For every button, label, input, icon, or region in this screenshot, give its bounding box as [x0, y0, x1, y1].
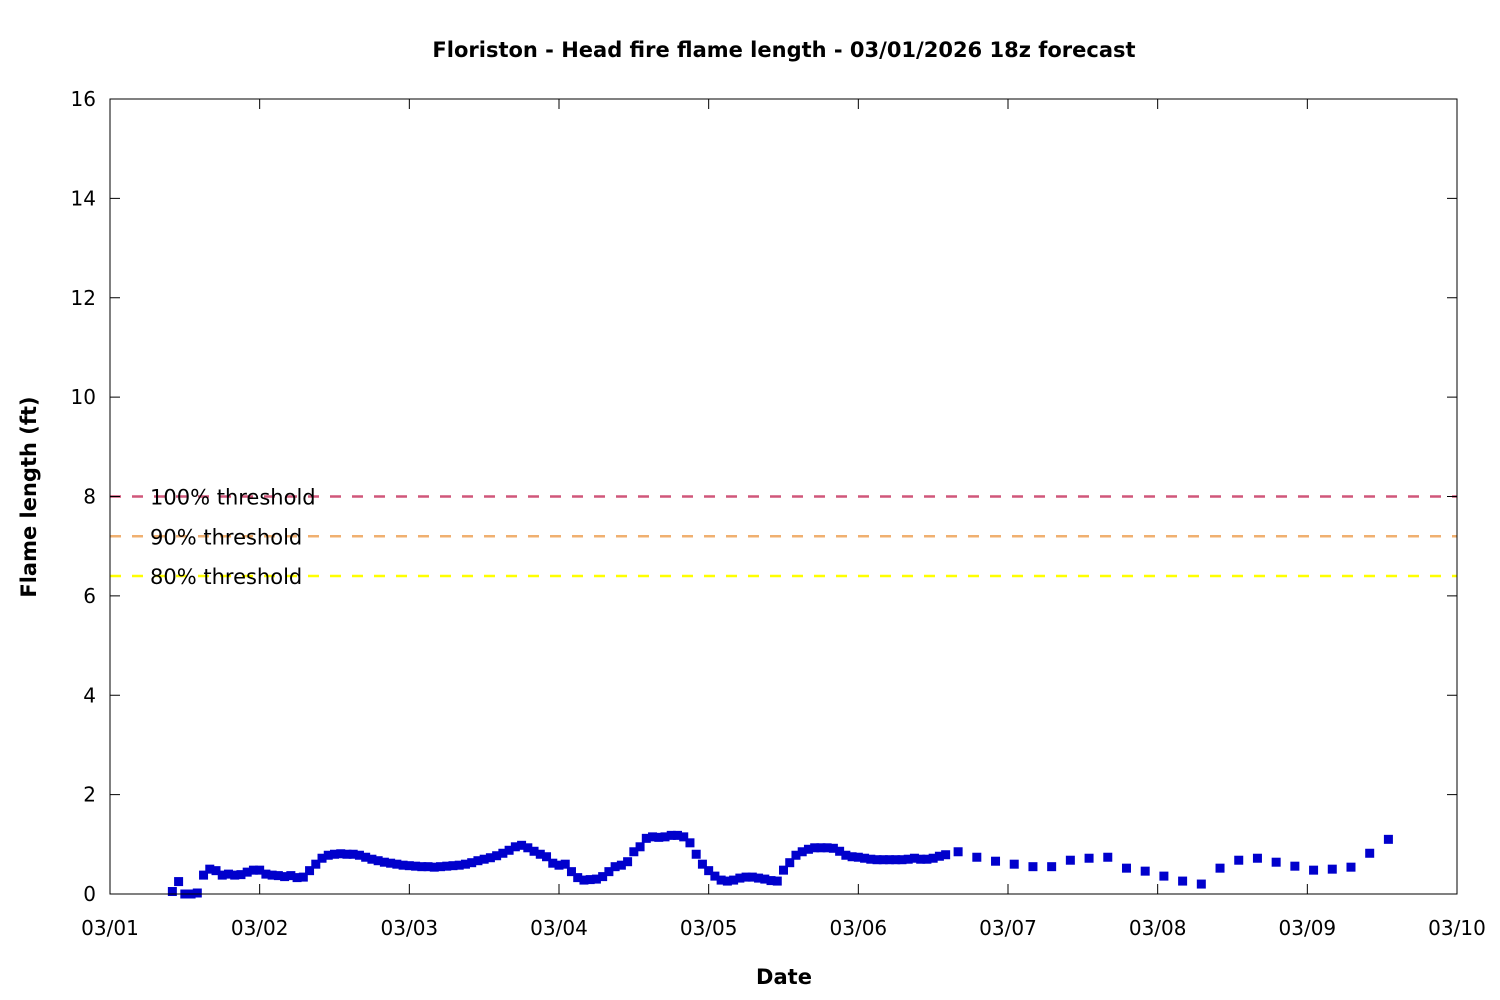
x-tick-label: 03/04: [530, 916, 588, 940]
axes: 0 2 4 6 8 10 12 14 16 03/01 03/02 03/03 03/04 03/05 03…: [71, 87, 1486, 940]
data-point: [1272, 858, 1281, 867]
y-tick-label: 14: [71, 186, 96, 210]
data-point: [1159, 872, 1168, 881]
y-tick-label: 16: [71, 87, 96, 111]
y-tick-label: 6: [83, 584, 96, 608]
data-point: [174, 877, 183, 886]
threshold-label-90-threshold: 90% threshold: [150, 525, 302, 549]
x-tick-label: 03/07: [979, 916, 1037, 940]
data-point: [1066, 856, 1075, 865]
y-tick-label: 4: [83, 683, 96, 707]
data-point: [1178, 877, 1187, 886]
y-tick-label: 12: [71, 286, 96, 310]
chart-title: Floriston - Head fire flame length - 03/…: [432, 38, 1135, 62]
data-point: [1197, 880, 1206, 889]
x-tick-label: 03/10: [1428, 916, 1486, 940]
data-point: [1384, 835, 1393, 844]
data-point: [636, 842, 645, 851]
data-point: [1234, 856, 1243, 865]
threshold-label-100-threshold: 100% threshold: [150, 486, 316, 510]
data-point: [1309, 866, 1318, 875]
threshold-lines: 100% threshold 90% threshold 80% threshold: [110, 486, 1457, 590]
data-point: [1010, 860, 1019, 869]
data-point: [1290, 862, 1299, 871]
y-axis-label: Flame length (ft): [17, 396, 41, 597]
y-tick-label: 10: [71, 385, 96, 409]
data-point: [1103, 853, 1112, 862]
data-point: [193, 889, 202, 898]
data-point: [1122, 864, 1131, 873]
data-point: [972, 853, 981, 862]
y-tick-label: 8: [83, 485, 96, 509]
data-point: [1216, 864, 1225, 873]
data-point: [685, 838, 694, 847]
data-point: [623, 857, 632, 866]
x-tick-label: 03/06: [830, 916, 888, 940]
x-tick-label: 03/03: [381, 916, 439, 940]
data-point: [941, 850, 950, 859]
data-point: [692, 850, 701, 859]
y-tick-label: 0: [83, 882, 96, 906]
x-tick-label: 03/08: [1129, 916, 1187, 940]
threshold-label-80-threshold: 80% threshold: [150, 565, 302, 589]
x-tick-label: 03/02: [231, 916, 289, 940]
data-point: [954, 847, 963, 856]
data-point: [1047, 862, 1056, 871]
x-tick-label: 03/05: [680, 916, 738, 940]
data-point: [773, 877, 782, 886]
data-point: [1085, 854, 1094, 863]
data-point: [1328, 865, 1337, 874]
y-tick-label: 2: [83, 783, 96, 807]
data-point: [168, 887, 177, 896]
data-point: [1346, 863, 1355, 872]
data-points: [168, 831, 1393, 899]
data-point: [991, 857, 1000, 866]
x-tick-label: 03/09: [1279, 916, 1337, 940]
data-point: [1028, 862, 1037, 871]
data-point: [1365, 849, 1374, 858]
x-axis-label: Date: [756, 965, 812, 989]
x-tick-label: 03/01: [81, 916, 139, 940]
data-point: [1141, 867, 1150, 876]
data-point: [1253, 854, 1262, 863]
